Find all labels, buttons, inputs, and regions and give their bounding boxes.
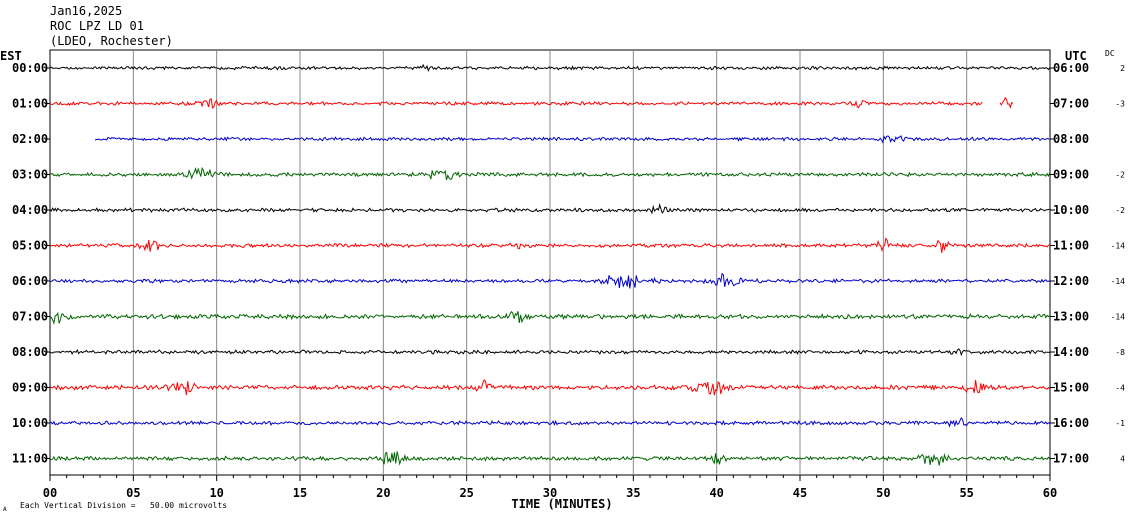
est-row-label: 05:00 xyxy=(12,239,48,253)
trace-0800 xyxy=(49,348,1050,357)
traces xyxy=(49,63,1051,466)
est-axis-label: EST xyxy=(0,49,22,63)
dc-offset-label: -2 xyxy=(1115,171,1125,180)
x-tick-label: 30 xyxy=(543,486,557,500)
x-tick-label: 50 xyxy=(876,486,890,500)
trace-0300 xyxy=(49,166,1051,181)
est-row-label: 11:00 xyxy=(12,452,48,466)
dc-offset-label: -14 xyxy=(1111,313,1126,322)
utc-row-label: 06:00 xyxy=(1053,61,1089,75)
dc-offset-label: -2 xyxy=(1115,206,1125,215)
grid xyxy=(49,49,1051,476)
x-tick-label: 40 xyxy=(709,486,723,500)
utc-row-label: 07:00 xyxy=(1053,97,1089,111)
x-tick-label: 15 xyxy=(293,486,307,500)
trace-fragment xyxy=(999,96,1014,110)
est-row-label: 03:00 xyxy=(12,168,48,182)
corner-mark: A xyxy=(3,506,7,513)
x-tick-label: 00 xyxy=(43,486,57,500)
header-station: ROC LPZ LD 01 xyxy=(50,19,144,33)
est-row-label: 02:00 xyxy=(12,132,48,146)
x-tick-label: 10 xyxy=(209,486,223,500)
est-row-label: 04:00 xyxy=(12,203,48,217)
dc-offset-label: -14 xyxy=(1111,277,1126,286)
x-axis: 00 05 10 15 20 25 30 35 40 45 50 55 60 xyxy=(43,475,1057,500)
dc-offset-label: -14 xyxy=(1111,242,1126,251)
x-tick-label: 25 xyxy=(459,486,473,500)
trace-0600 xyxy=(49,272,1050,289)
trace-0700 xyxy=(49,310,1050,325)
scale-note: Each Vertical Division = 50.00 microvolt… xyxy=(20,501,227,510)
utc-row-label: 14:00 xyxy=(1053,345,1089,359)
utc-row-label: 15:00 xyxy=(1053,381,1089,395)
est-row-label: 06:00 xyxy=(12,274,48,288)
utc-row-label: 10:00 xyxy=(1053,203,1089,217)
x-axis-title: TIME (MINUTES) xyxy=(511,497,612,511)
trace-1100 xyxy=(49,451,1051,466)
dc-column-label: DC xyxy=(1105,49,1115,58)
est-row-label: 08:00 xyxy=(12,345,48,359)
est-row-label: 09:00 xyxy=(12,381,48,395)
x-tick-label: 45 xyxy=(793,486,807,500)
dc-offset-label: -4 xyxy=(1115,384,1125,393)
est-row-label: 01:00 xyxy=(12,97,48,111)
trace-0000 xyxy=(49,63,1051,72)
dc-offset-label: 4 xyxy=(1120,455,1125,464)
utc-row-label: 16:00 xyxy=(1053,416,1089,430)
est-row-label: 10:00 xyxy=(12,416,48,430)
est-row-label: 00:00 xyxy=(12,61,48,75)
dc-offset-label: -3 xyxy=(1115,100,1125,109)
trace-0500 xyxy=(49,237,1050,253)
utc-row-label: 08:00 xyxy=(1053,132,1089,146)
trace-0200 xyxy=(94,134,1050,144)
x-tick-label: 60 xyxy=(1043,486,1057,500)
trace-0900 xyxy=(49,379,1051,396)
trace-1000 xyxy=(49,416,1050,428)
x-tick-label: 35 xyxy=(626,486,640,500)
utc-axis-label: UTC xyxy=(1065,49,1087,63)
trace-0400 xyxy=(49,203,1050,215)
dc-offset-label: -8 xyxy=(1115,348,1125,357)
est-row-label: 07:00 xyxy=(12,310,48,324)
utc-row-label: 12:00 xyxy=(1053,274,1089,288)
trace-0100 xyxy=(49,98,983,109)
x-tick-label: 55 xyxy=(959,486,973,500)
x-tick-label: 20 xyxy=(376,486,390,500)
dc-offset-label: 2 xyxy=(1120,64,1125,73)
utc-row-label: 13:00 xyxy=(1053,310,1089,324)
utc-row-label: 17:00 xyxy=(1053,452,1089,466)
x-tick-label: 05 xyxy=(126,486,140,500)
header-date: Jan16,2025 xyxy=(50,4,123,18)
dc-offset-label: -1 xyxy=(1115,419,1125,428)
header-source: (LDEO, Rochester) xyxy=(50,34,173,48)
utc-row-label: 09:00 xyxy=(1053,168,1089,182)
utc-row-label: 11:00 xyxy=(1053,239,1089,253)
row-labels: 00:00 06:00 2 01:00 07:00 -3 02:00 08:00 03:00 09… xyxy=(12,61,1125,466)
